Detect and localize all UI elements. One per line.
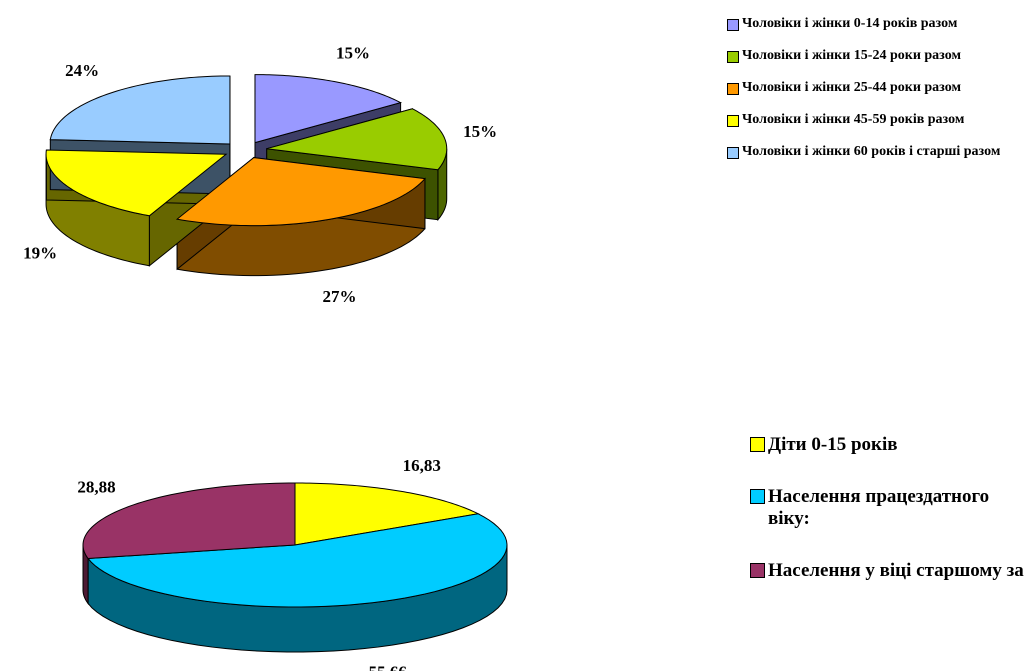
- pie-slice: [82, 482, 296, 560]
- data-label: 19%: [23, 243, 57, 262]
- data-label: 15%: [463, 122, 497, 141]
- legend-swatch: [727, 147, 739, 159]
- data-label: 16,83: [403, 456, 441, 475]
- legend-swatch: [750, 489, 765, 504]
- pie-slice: [87, 513, 508, 608]
- pie-slice: [254, 74, 402, 144]
- legend: Чоловіки і жінки 0-14 років разом Чоловік…: [727, 16, 1027, 176]
- pie-slice: [294, 482, 480, 546]
- data-label: 24%: [65, 61, 99, 80]
- legend-swatch: [727, 51, 739, 63]
- legend: Діти 0-15 років Населення працездатного в…: [750, 434, 1030, 612]
- data-label: 15%: [336, 44, 370, 63]
- legend-item: Чоловіки і жінки 15-24 роки разом: [727, 48, 1027, 64]
- data-label: 27%: [323, 287, 357, 306]
- legend-label: Чоловіки і жінки 45-59 років разом: [742, 112, 965, 127]
- legend-item: Чоловіки і жінки 25-44 роки разом: [727, 80, 1027, 96]
- legend-label: Чоловіки і жінки 15-24 роки разом: [742, 48, 961, 63]
- legend-label: Населення працездатного віку:: [768, 486, 990, 529]
- legend-swatch: [727, 19, 739, 31]
- pie-slice: [175, 157, 426, 227]
- legend-label: Чоловіки і жінки 60 років і старші разом: [742, 144, 1001, 159]
- pie-slice: [49, 75, 231, 145]
- legend-item: Населення працездатного віку:: [750, 486, 1030, 530]
- data-label: 55,66: [369, 663, 407, 671]
- legend-label: Чоловіки і жінки 25-44 роки разом: [742, 80, 961, 95]
- legend-item: Чоловіки і жінки 0-14 років разом: [727, 16, 1027, 32]
- legend-swatch: [727, 83, 739, 95]
- legend-label: Чоловіки і жінки 0-14 років разом: [742, 16, 958, 31]
- legend-swatch: [750, 563, 765, 578]
- legend-item: Діти 0-15 років: [750, 434, 1030, 456]
- legend-swatch: [750, 437, 765, 452]
- legend-item: Чоловіки і жінки 45-59 років разом: [727, 112, 1027, 128]
- pie-slice: [266, 108, 448, 171]
- pie-slice: [45, 149, 228, 217]
- legend-label: Населення у віці старшому за: [768, 560, 1024, 581]
- legend-item: Населення у віці старшому за: [750, 560, 1030, 582]
- legend-swatch: [727, 115, 739, 127]
- legend-label: Діти 0-15 років: [768, 434, 898, 455]
- legend-item: Чоловіки і жінки 60 років і старші разом: [727, 144, 1027, 160]
- data-label: 28,88: [77, 478, 115, 497]
